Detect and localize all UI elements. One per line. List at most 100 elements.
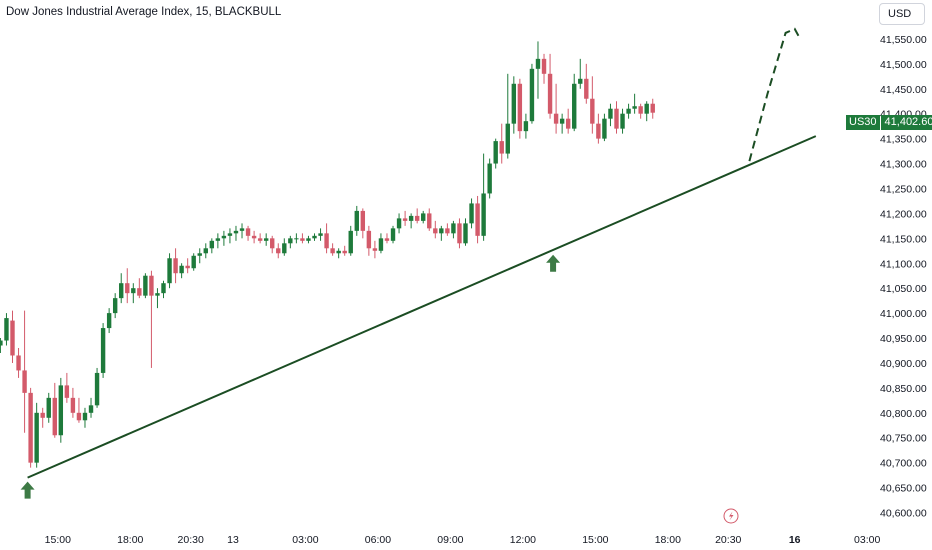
candle <box>578 58 583 89</box>
candle-body <box>457 223 462 244</box>
y-tick-label: 40,950.00 <box>880 333 927 345</box>
candle-body <box>608 108 613 119</box>
candle-body <box>209 240 215 249</box>
candle-body <box>282 243 287 254</box>
y-tick-label: 41,150.00 <box>880 233 927 245</box>
candle <box>94 367 100 408</box>
candle <box>46 392 51 423</box>
candle <box>553 83 559 134</box>
y-tick-label: 41,550.00 <box>880 34 927 46</box>
candle <box>34 402 39 468</box>
currency-button[interactable]: USD <box>879 3 925 25</box>
candle-body <box>94 372 100 406</box>
projection-path <box>748 27 802 162</box>
candle <box>185 258 190 274</box>
x-tick-label: 03:00 <box>292 534 318 546</box>
candle <box>16 348 21 378</box>
y-axis: 40,600.00 40,650.00 40,700.00 40,750.00 40,8… <box>880 34 927 520</box>
candle-body <box>553 113 559 124</box>
candle-body <box>155 293 160 296</box>
candle <box>300 233 305 244</box>
annotations-group <box>20 27 817 499</box>
candle <box>276 243 281 259</box>
candle-body <box>203 248 208 254</box>
candle <box>475 195 480 244</box>
candle-body <box>602 118 607 139</box>
candle-body <box>245 228 251 236</box>
candle <box>155 288 160 309</box>
candle <box>523 113 529 139</box>
candle-body <box>64 385 70 398</box>
candle-body <box>445 228 450 234</box>
candle <box>360 208 366 239</box>
candle <box>638 103 643 119</box>
candle-body <box>221 235 227 239</box>
up-arrow-icon <box>546 254 561 272</box>
candle <box>76 397 82 423</box>
candle <box>100 323 106 378</box>
candle-body <box>499 141 504 154</box>
trendline <box>27 135 817 479</box>
candle <box>499 123 504 164</box>
candle <box>421 210 426 224</box>
candle <box>233 225 239 241</box>
candle-body <box>427 213 432 229</box>
chart-title: Dow Jones Industrial Average Index, 15, … <box>6 6 282 18</box>
candle <box>511 76 517 134</box>
candle-body <box>517 83 523 132</box>
x-tick-label: 20:30 <box>715 534 741 546</box>
candle <box>88 397 94 418</box>
candles-group <box>0 41 655 468</box>
candle <box>608 103 613 127</box>
candle-body <box>276 248 281 254</box>
candle-body <box>402 218 408 221</box>
candle-body <box>294 238 299 240</box>
y-tick-label: 41,050.00 <box>880 283 927 295</box>
y-tick-label: 41,100.00 <box>880 258 927 270</box>
candle <box>433 220 438 239</box>
candle-body <box>167 258 172 284</box>
x-tick-label: 18:00 <box>655 534 681 546</box>
candle-body <box>173 258 178 274</box>
candle-body <box>511 83 517 124</box>
candle-body <box>421 213 426 221</box>
candle-body <box>306 238 311 241</box>
candle <box>112 293 118 319</box>
candle-body <box>408 215 414 221</box>
candle <box>125 268 130 304</box>
y-tick-label: 41,350.00 <box>880 134 927 146</box>
candle <box>378 233 384 254</box>
candle-body <box>324 233 329 249</box>
candle-body <box>197 253 202 256</box>
lightning-circle-icon[interactable] <box>723 508 739 524</box>
y-tick-label: 41,500.00 <box>880 59 927 71</box>
candle-body <box>100 328 106 373</box>
last-price-tag: US30 41,402.60 <box>846 115 932 130</box>
last-price-value: 41,402.60 <box>880 115 932 130</box>
y-tick-label: 41,250.00 <box>880 183 927 195</box>
candle-body <box>82 412 88 421</box>
candle-body <box>34 412 39 463</box>
candle-body <box>16 355 21 371</box>
candle-body <box>342 250 347 254</box>
candle-body <box>10 320 15 356</box>
candle-body <box>620 113 625 129</box>
candle <box>282 238 287 256</box>
candle <box>584 63 589 104</box>
y-tick-label: 41,450.00 <box>880 84 927 96</box>
candle <box>209 238 215 254</box>
y-tick-label: 40,900.00 <box>880 358 927 370</box>
candle-body <box>475 203 480 236</box>
y-tick-label: 40,650.00 <box>880 483 927 495</box>
last-price-symbol: US30 <box>846 115 880 130</box>
y-tick-label: 41,300.00 <box>880 159 927 171</box>
candle <box>288 235 293 249</box>
candle <box>463 218 468 246</box>
candle-body <box>40 412 45 418</box>
candle <box>106 308 112 334</box>
candle-body <box>137 288 142 296</box>
candle-body <box>451 223 456 234</box>
candle-body <box>366 230 372 249</box>
y-tick-label: 41,000.00 <box>880 308 927 320</box>
